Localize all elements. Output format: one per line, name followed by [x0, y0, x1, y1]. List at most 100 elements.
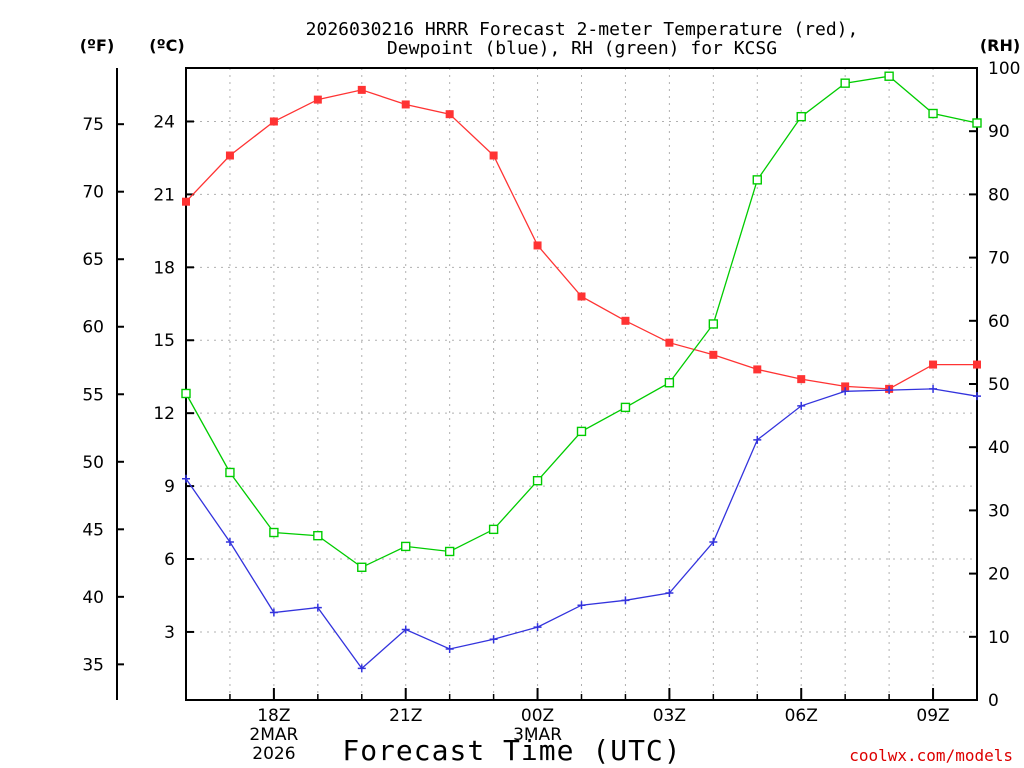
temperature-point [753, 365, 762, 374]
dewpoint-point [621, 596, 630, 605]
temperature-point [577, 292, 586, 301]
rh-point [884, 71, 894, 81]
celsius-tick-label: 9 [164, 477, 175, 497]
rh-tick-label: 20 [988, 565, 1010, 585]
rh-point [576, 426, 587, 437]
celsius-tick-label: 24 [153, 112, 175, 132]
dewpoint-point [929, 384, 938, 393]
temperature-point [445, 110, 454, 119]
dewpoint-point [885, 386, 894, 395]
dewpoint-point [577, 601, 586, 610]
temperature-point [489, 151, 498, 160]
fahrenheit-tick-label: 75 [82, 115, 104, 135]
celsius-tick-label: 21 [153, 185, 175, 205]
dewpoint-point [665, 589, 674, 598]
fahrenheit-tick-label: 55 [82, 385, 104, 405]
chart-title-line1: 2026030216 HRRR Forecast 2-meter Tempera… [306, 19, 859, 40]
rh-tick-label: 80 [988, 185, 1010, 205]
dewpoint-point [269, 608, 278, 617]
temperature-point [973, 360, 981, 369]
series-layer [181, 71, 982, 673]
dewpoint-point [445, 644, 454, 653]
x-tick-label: 03Z [653, 706, 686, 726]
dewpoint-point [489, 635, 498, 644]
x-tick-label: 21Z [389, 706, 422, 726]
temperature-point [533, 241, 542, 250]
x-tick-label: 06Z [785, 706, 818, 726]
temperature-point [225, 151, 234, 160]
rh-axis-unit: (RH) [980, 36, 1020, 55]
temperature-point [357, 85, 366, 94]
rh-point [620, 402, 631, 413]
rh-point [225, 467, 235, 478]
rh-point [313, 530, 323, 541]
fahrenheit-tick-label: 65 [82, 250, 104, 270]
dewpoint-point [225, 538, 234, 546]
fahrenheit-tick-label: 40 [82, 588, 104, 608]
dewpoint-point [533, 623, 542, 632]
rh-point [796, 111, 806, 122]
rh-tick-label: 90 [988, 122, 1010, 142]
x-tick-label: 2MAR [249, 725, 298, 745]
rh-tick-label: 50 [988, 375, 1010, 395]
celsius-tick-label: 18 [153, 258, 175, 278]
temperature-point [621, 316, 630, 325]
fahrenheit-tick-label: 70 [82, 183, 104, 203]
rh-tick-label: 60 [988, 312, 1010, 332]
rh-tick-label: 10 [988, 628, 1010, 648]
celsius-tick-label: 6 [164, 550, 175, 570]
rh-point [357, 562, 367, 572]
dewpoint-point [401, 625, 410, 634]
x-tick-label: 2026 [252, 744, 295, 764]
temperature-point [797, 375, 806, 384]
fahrenheit-axis-unit: (ºF) [80, 36, 115, 55]
dewpoint-point [973, 392, 981, 401]
x-tick-label: 3MAR [513, 725, 562, 745]
rh-point [488, 524, 499, 535]
dewpoint-point [753, 435, 762, 444]
rh-point [532, 475, 543, 486]
x-tick-label: 00Z [521, 706, 554, 726]
temperature-point [709, 350, 718, 359]
rh-tick-label: 70 [988, 249, 1010, 269]
dewpoint-point [357, 664, 366, 673]
temperature-point [665, 338, 674, 347]
fahrenheit-tick-label: 50 [82, 453, 104, 473]
rh-tick-label: 0 [988, 691, 999, 711]
celsius-tick-label: 15 [153, 331, 175, 351]
temperature-point [841, 382, 850, 391]
rh-tick-label: 30 [988, 501, 1010, 521]
axes: 3 6 9 12 15 18 21 24 35 40 45 50 55 60 65 70 75 0 10 20 30 40… [82, 59, 1020, 764]
rh-point [928, 108, 938, 119]
fahrenheit-tick-label: 45 [82, 520, 104, 540]
rh-point [181, 388, 191, 399]
x-tick-label: 18Z [257, 706, 290, 726]
dewpoint-point [313, 603, 322, 612]
chart-title-line2: Dewpoint (blue), RH (green) for KCSG [387, 38, 777, 59]
rh-point [752, 175, 762, 185]
rh-point [444, 546, 455, 557]
temperature-point [269, 117, 278, 126]
fahrenheit-tick-label: 60 [82, 318, 104, 338]
dewpoint-point [841, 387, 850, 396]
celsius-tick-label: 12 [153, 404, 175, 424]
dewpoint-point [709, 538, 718, 546]
rh-point [972, 118, 982, 128]
temperature-point [182, 197, 190, 206]
temperature-point [401, 100, 410, 109]
rh-tick-label: 40 [988, 438, 1010, 458]
rh-point [840, 78, 850, 88]
rh-point [664, 378, 675, 388]
x-tick-label: 09Z [916, 706, 949, 726]
dewpoint-point [182, 474, 190, 483]
celsius-axis-unit: (ºC) [149, 36, 184, 55]
rh-point [401, 541, 411, 552]
temperature-point [929, 360, 938, 369]
x-axis-label: Forecast Time (UTC) [342, 734, 681, 767]
fahrenheit-tick-label: 35 [82, 655, 104, 675]
celsius-tick-label: 3 [164, 623, 175, 643]
source-credit: coolwx.com/models [849, 746, 1013, 765]
rh-point [708, 319, 719, 329]
